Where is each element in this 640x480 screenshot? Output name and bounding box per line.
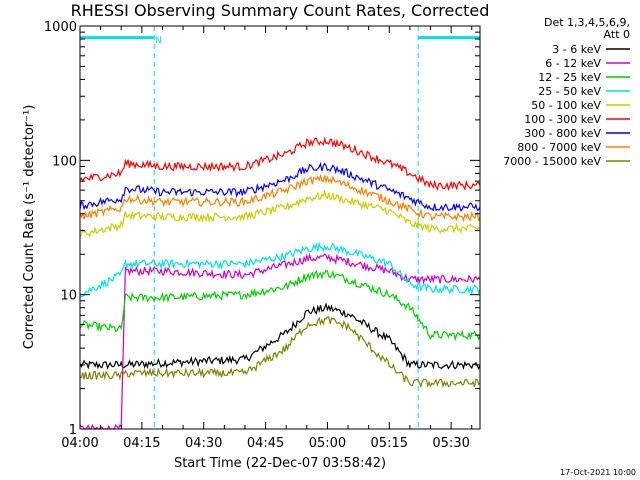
y-axis-label: Corrected Count Rate (s⁻¹ detector⁻¹)	[22, 105, 37, 350]
annotation-0: N	[155, 36, 162, 46]
x-tick-label-2: 04:30	[185, 436, 222, 451]
y-tick-label-0: 1	[69, 423, 77, 438]
legend-label-1: 6 - 12 keV	[545, 57, 601, 70]
legend-label-4: 50 - 100 keV	[531, 99, 601, 112]
x-tick-label-1: 04:15	[123, 436, 160, 451]
x-axis-label: Start Time (22-Dec-07 03:58:42)	[174, 456, 386, 471]
series-line-3	[79, 241, 481, 299]
y-tick-label-2: 100	[52, 154, 77, 169]
legend-label-8: 7000 - 15000 keV	[503, 155, 601, 168]
legend-label-7: 800 - 7000 keV	[517, 141, 601, 154]
legend-header-0: Det 1,3,4,5,6,9,	[544, 16, 630, 29]
series-line-7	[79, 173, 481, 223]
x-tick-label-4: 05:00	[309, 436, 346, 451]
series-line-4	[79, 189, 481, 238]
chart-title: RHESSI Observing Summary Count Rates, Co…	[71, 1, 490, 20]
y-axis: 1 10 100 1000	[44, 20, 480, 438]
plot-area: N	[79, 26, 481, 430]
y-tick-label-3: 1000	[44, 20, 77, 35]
series-line-8	[79, 316, 481, 389]
series-line-2	[79, 269, 481, 342]
legend-header-1: Att 0	[604, 28, 630, 41]
legend-label-3: 25 - 50 keV	[538, 85, 601, 98]
y-tick-label-1: 10	[60, 289, 77, 304]
x-tick-label-5: 05:15	[371, 436, 408, 451]
series-line-6	[79, 161, 481, 212]
x-tick-label-0: 04:00	[61, 436, 98, 451]
footer-timestamp: 17-Oct-2021 10:00	[560, 468, 636, 477]
series-line-0	[79, 302, 481, 371]
legend-label-6: 300 - 800 keV	[524, 127, 601, 140]
x-axis: 04:00 04:15 04:30 04:45 05:00 05:15 05:30	[61, 26, 473, 451]
x-tick-label-6: 05:30	[432, 436, 469, 451]
legend-label-5: 100 - 300 keV	[524, 113, 601, 126]
x-tick-label-3: 04:45	[247, 436, 284, 451]
series-line-5	[79, 136, 481, 192]
legend-label-2: 12 - 25 keV	[538, 71, 601, 84]
series-line-1	[79, 252, 481, 430]
legend-label-0: 3 - 6 keV	[552, 43, 601, 56]
plot-frame	[79, 25, 481, 430]
